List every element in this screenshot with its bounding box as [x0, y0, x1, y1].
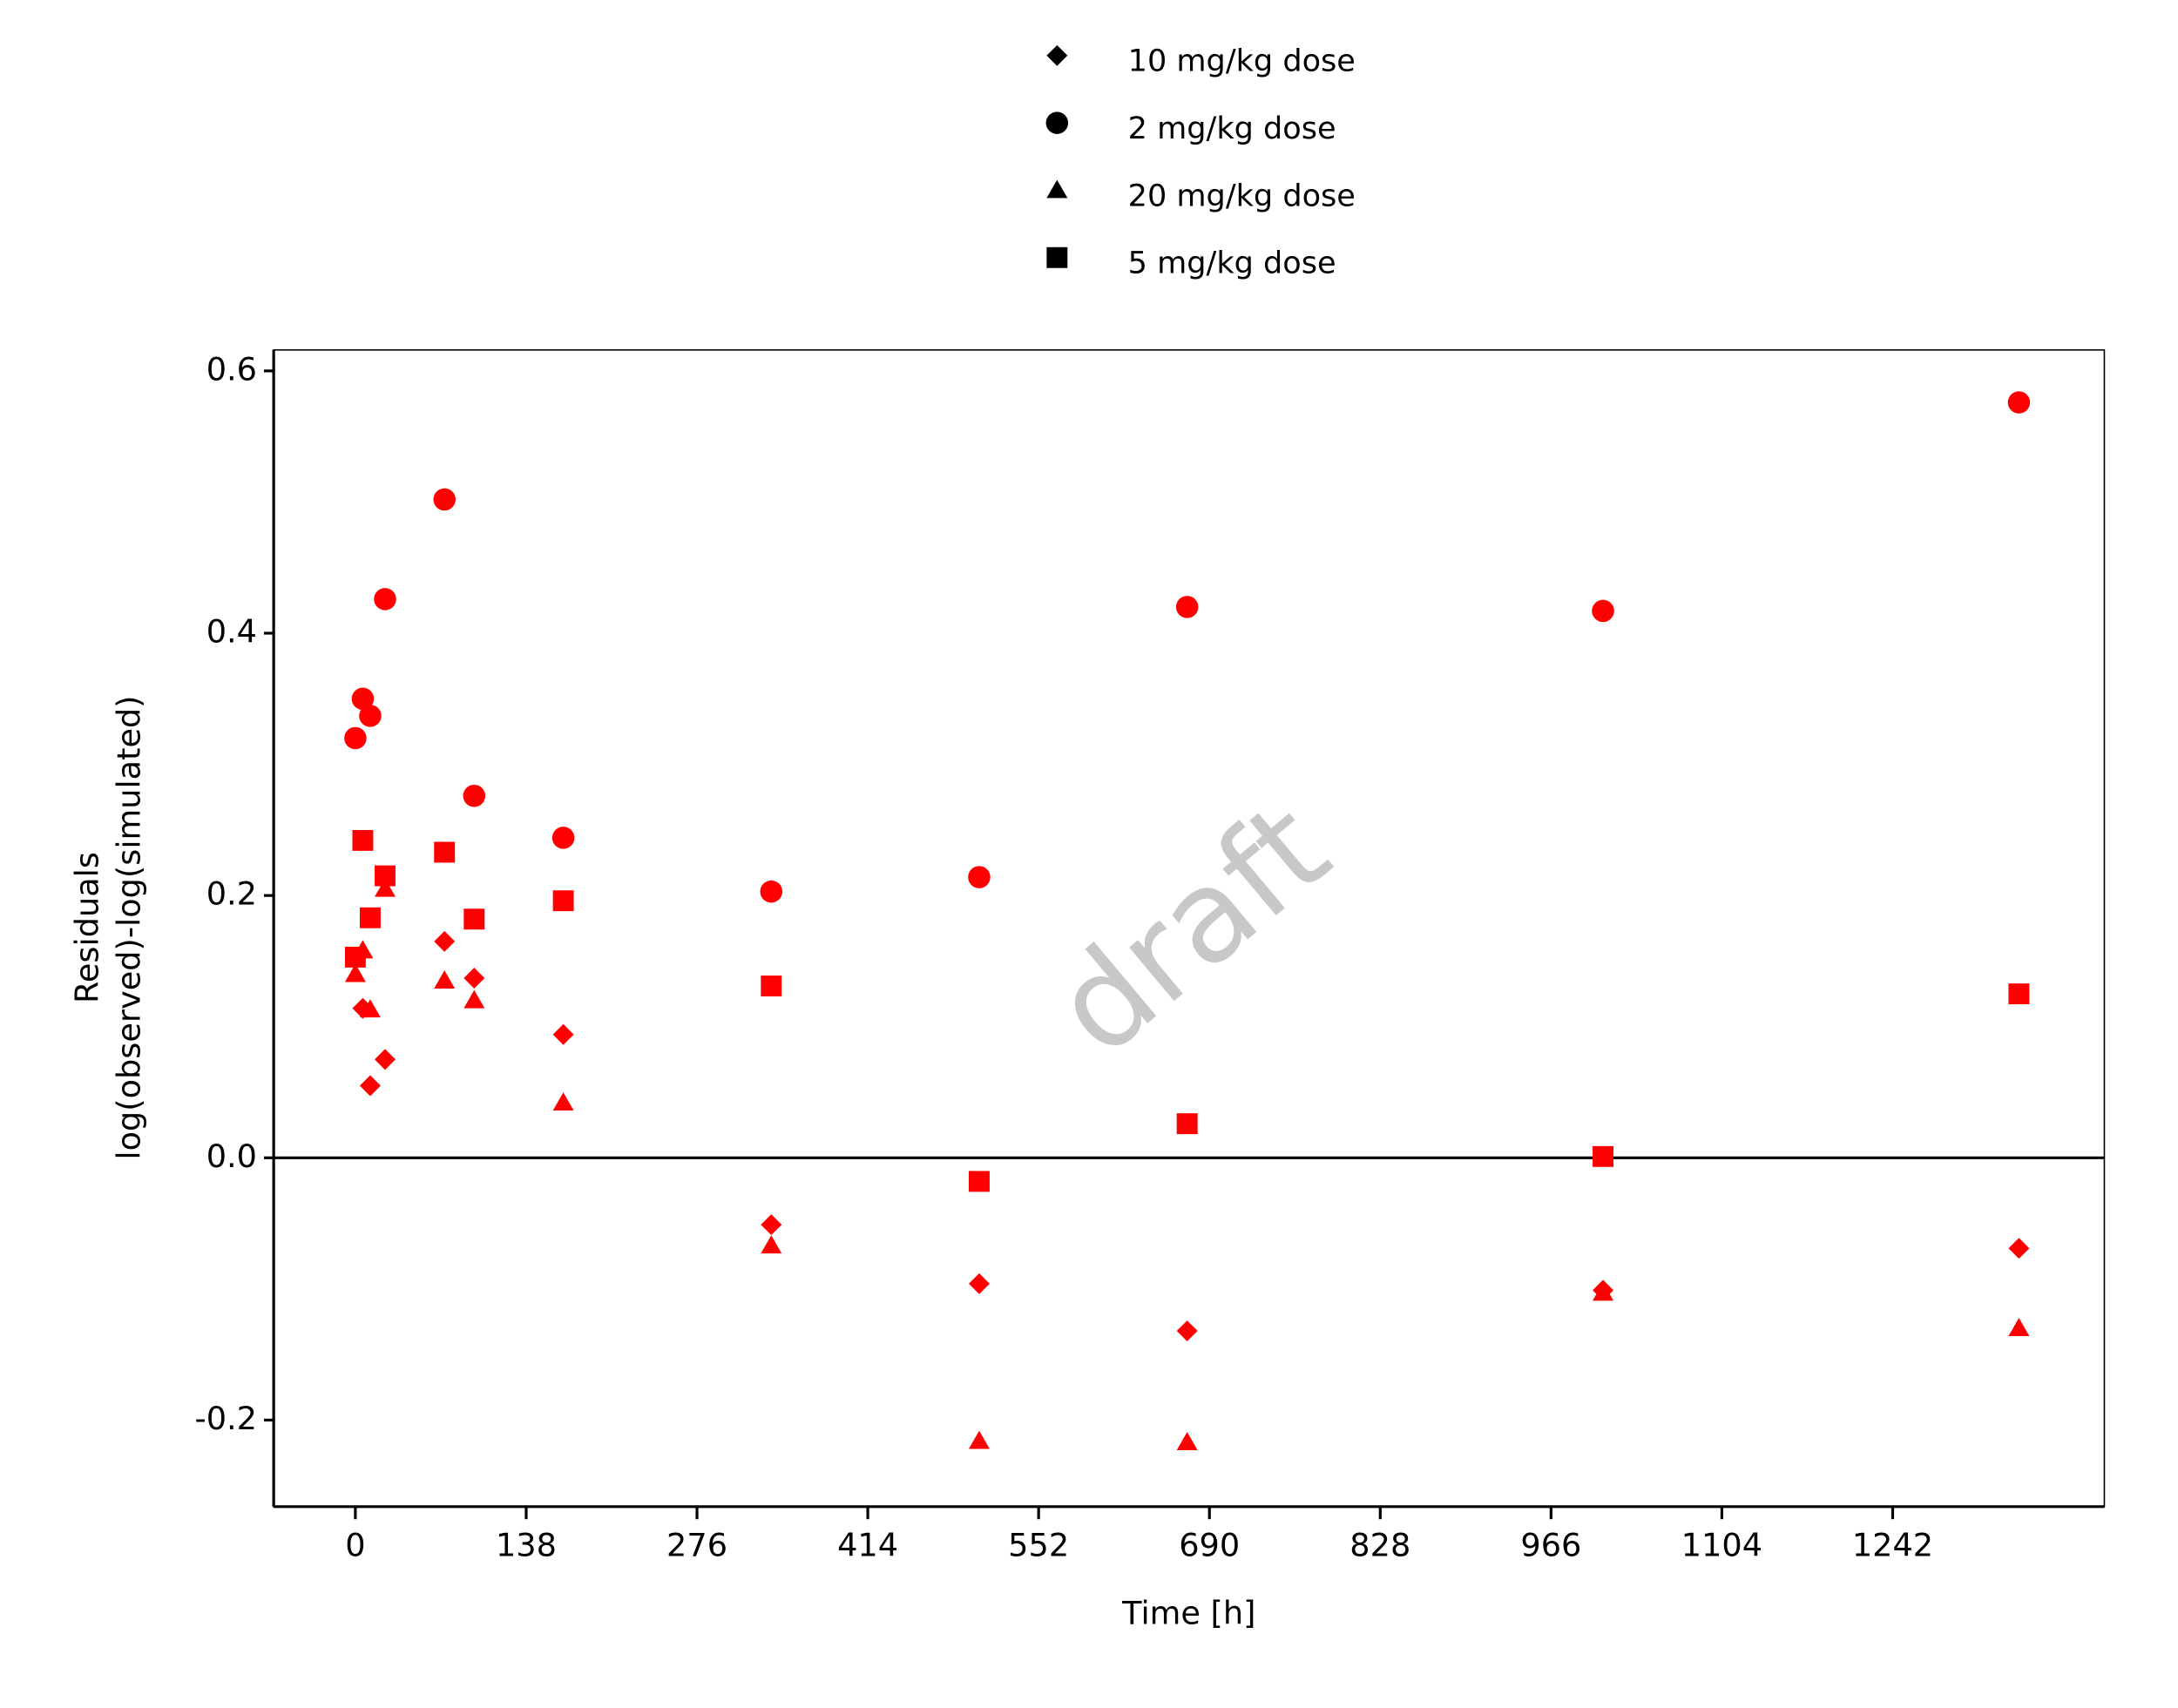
point	[375, 865, 396, 887]
y-axis-label: log(observed)-log(simulated)	[110, 695, 147, 1159]
point	[552, 1023, 574, 1045]
point	[463, 968, 485, 989]
point	[969, 1273, 990, 1294]
point	[551, 827, 575, 849]
x-tick-label: 138	[496, 1527, 557, 1564]
point	[2008, 1238, 2030, 1259]
point	[375, 1049, 396, 1070]
point	[1176, 1113, 1198, 1135]
x-tick-label: 0	[345, 1527, 365, 1564]
point	[761, 1235, 782, 1254]
point	[463, 908, 485, 930]
y-tick-label: 0.6	[206, 350, 257, 388]
point	[761, 976, 782, 997]
y-tick-label: 0.0	[206, 1138, 257, 1175]
legend-label: 5 mg/kg dose	[1128, 246, 1336, 281]
legend-marker	[1046, 179, 1068, 199]
point	[344, 946, 366, 968]
point	[1175, 596, 1199, 618]
point	[969, 1171, 990, 1192]
legend-label: 2 mg/kg dose	[1128, 111, 1336, 146]
point	[1592, 599, 1614, 623]
x-tick-label: 1104	[1681, 1527, 1762, 1564]
y-axis-label: Residuals	[69, 852, 106, 1003]
point	[1176, 1432, 1198, 1451]
point	[1593, 1145, 1613, 1167]
point	[360, 907, 381, 928]
x-tick-label: 552	[1008, 1527, 1069, 1564]
x-tick-label: 828	[1349, 1527, 1410, 1564]
y-tick-label: -0.2	[194, 1400, 257, 1437]
point	[434, 970, 456, 989]
point	[2008, 1318, 2030, 1337]
point	[375, 878, 396, 897]
legend-marker	[1046, 246, 1068, 268]
point	[2007, 391, 2031, 414]
point	[351, 687, 375, 711]
point	[552, 890, 574, 912]
legend-marker	[1046, 44, 1068, 66]
point	[344, 963, 366, 982]
point	[433, 488, 456, 511]
x-tick-label: 276	[666, 1527, 727, 1564]
legend-label: 10 mg/kg dose	[1128, 44, 1356, 79]
x-tick-label: 690	[1179, 1527, 1240, 1564]
watermark: draft	[1027, 774, 1356, 1084]
x-axis-label: Time [h]	[1121, 1595, 1255, 1632]
point	[434, 841, 456, 863]
point	[760, 880, 783, 903]
x-tick-label: 414	[837, 1527, 898, 1564]
point	[463, 989, 485, 1009]
point	[344, 726, 367, 750]
point	[434, 930, 456, 952]
point	[359, 705, 382, 727]
point	[352, 829, 374, 851]
legend-marker	[1045, 111, 1069, 134]
point	[968, 866, 991, 888]
point	[360, 1075, 381, 1097]
legend-label: 20 mg/kg dose	[1128, 178, 1356, 213]
y-tick-label: 0.4	[206, 613, 257, 651]
point	[1593, 1282, 1613, 1301]
point	[552, 1092, 574, 1111]
point	[2008, 983, 2030, 1005]
point	[1176, 1320, 1198, 1342]
point	[374, 588, 396, 611]
x-tick-label: 1242	[1852, 1527, 1933, 1564]
point	[969, 1430, 990, 1449]
point	[761, 1214, 782, 1236]
x-tick-label: 966	[1520, 1527, 1581, 1564]
point	[463, 784, 486, 807]
point	[360, 999, 381, 1018]
y-tick-label: 0.2	[206, 875, 257, 913]
